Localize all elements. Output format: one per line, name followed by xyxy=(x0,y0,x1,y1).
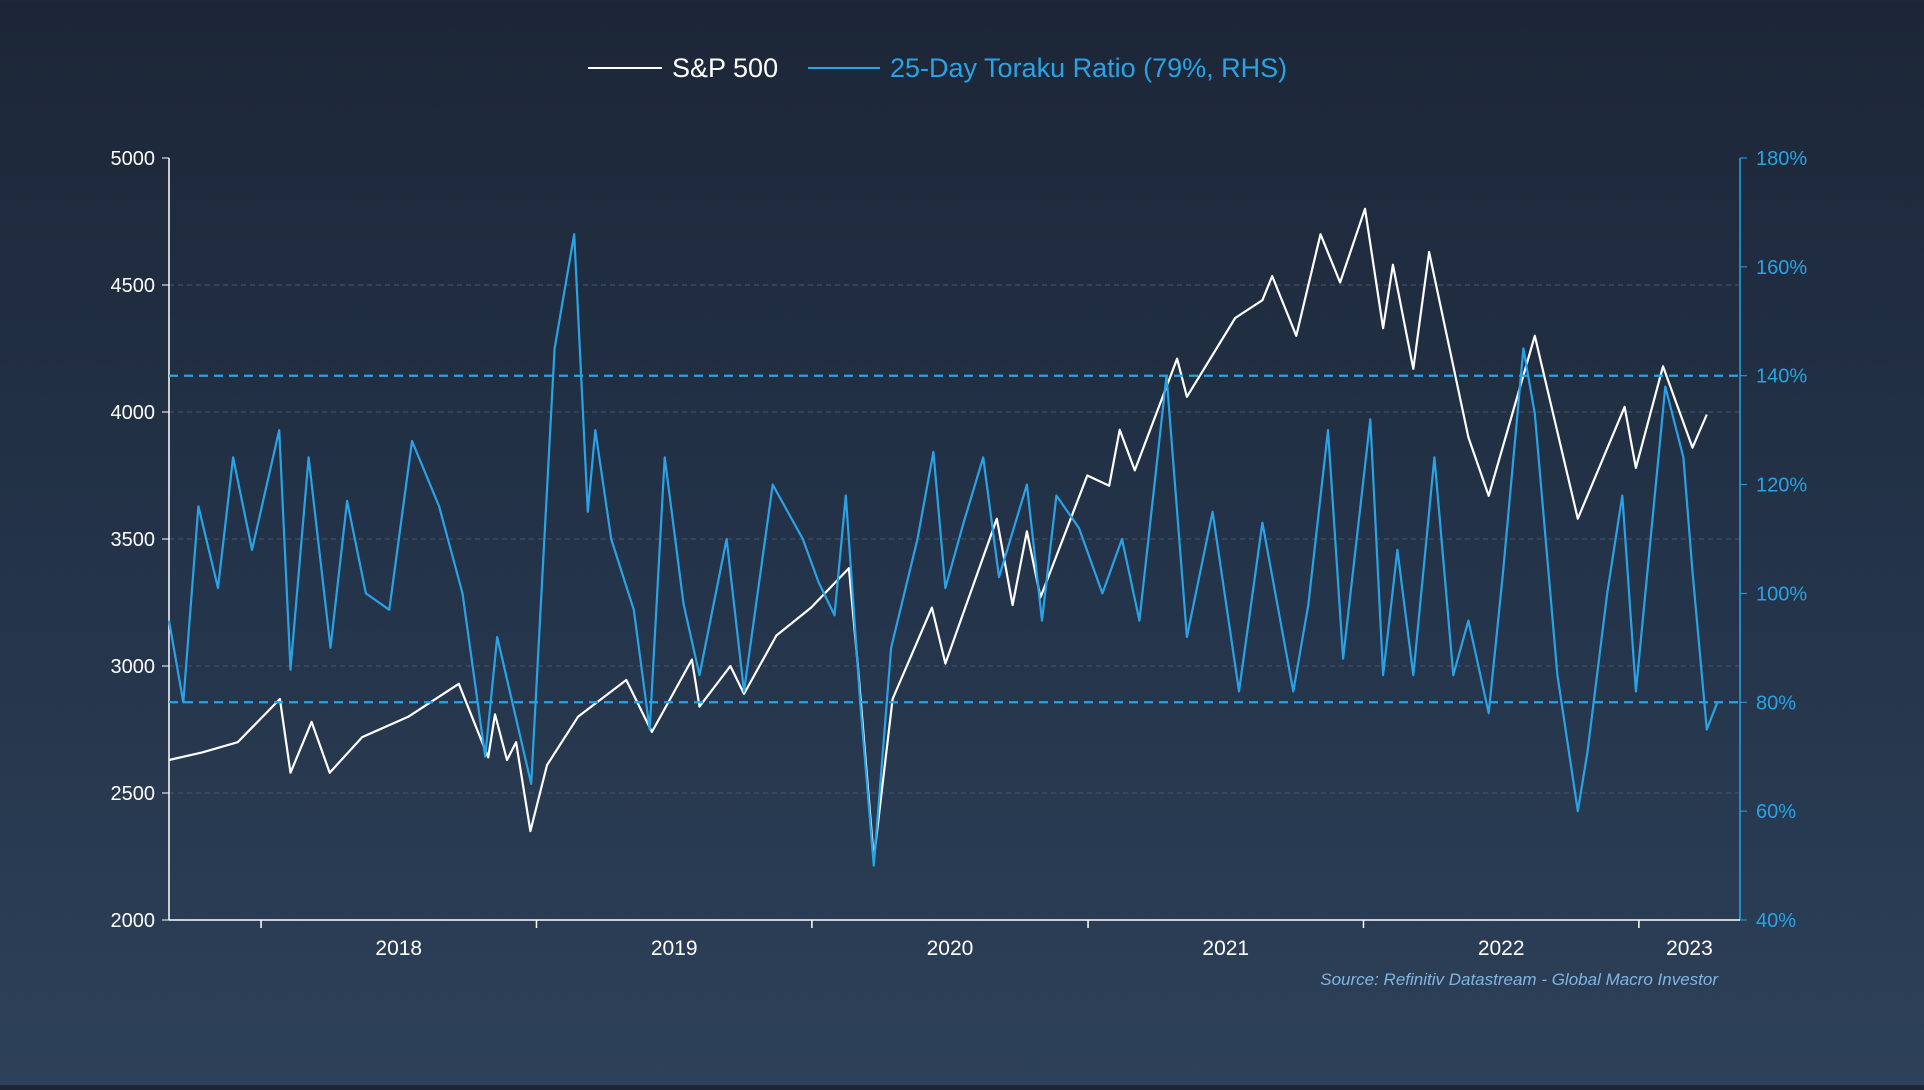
left-axis-tick-label: 5000 xyxy=(111,148,156,170)
x-axis-tick-label: 2023 xyxy=(1666,937,1713,960)
right-axis-tick-label: 160% xyxy=(1756,257,1807,279)
right-axis-tick-label: 40% xyxy=(1756,910,1796,932)
left-axis-tick-label: 4000 xyxy=(111,402,156,424)
right-axis-tick-label: 80% xyxy=(1756,692,1796,714)
x-axis-tick-label: 2021 xyxy=(1202,937,1249,960)
grid-layer xyxy=(169,284,1740,794)
series-line-toraku xyxy=(167,233,1719,867)
legend: S&P 500 25-Day Toraku Ratio (79%, RHS) xyxy=(588,53,1287,83)
ref-layer xyxy=(169,374,1740,704)
left-axis-tick-label: 2000 xyxy=(111,910,156,932)
left-axis-tick-label: 2500 xyxy=(111,783,156,805)
x-axis-tick-label: 2022 xyxy=(1478,937,1525,960)
x-axis-tick-label: 2019 xyxy=(651,937,698,960)
right-axis-tick-label: 140% xyxy=(1756,366,1807,388)
x-axis-tick-label: 2018 xyxy=(375,937,422,960)
right-axis-tick-label: 180% xyxy=(1756,148,1807,170)
right-axis-tick-label: 120% xyxy=(1756,475,1807,497)
legend-label-sp500: S&P 500 xyxy=(672,53,778,83)
series-line-sp500 xyxy=(168,207,1708,861)
left-axis-tick-label: 4500 xyxy=(111,275,156,297)
legend-label-toraku: 25-Day Toraku Ratio (79%, RHS) xyxy=(890,53,1287,83)
series-layer xyxy=(167,207,1719,867)
x-axis-tick-label: 2020 xyxy=(927,937,974,960)
right-axis-tick-label: 100% xyxy=(1756,583,1807,605)
source-note: Source: Refinitiv Datastream - Global Ma… xyxy=(1320,970,1719,989)
left-axis-tick-label: 3000 xyxy=(111,656,156,678)
right-axis-tick-label: 60% xyxy=(1756,801,1796,823)
axis-layer: 2000 2500 3000 3500 4000 4500 5000 40% 60% 80% 100… xyxy=(111,148,1808,960)
left-axis-tick-label: 3500 xyxy=(111,529,156,551)
